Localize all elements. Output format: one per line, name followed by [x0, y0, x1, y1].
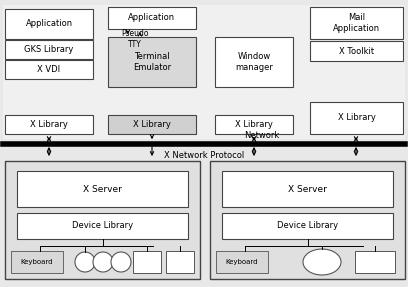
Text: X Library: X Library — [30, 120, 68, 129]
Text: Keyboard: Keyboard — [226, 259, 258, 265]
Bar — [3, 5, 405, 139]
Circle shape — [93, 252, 113, 272]
Circle shape — [75, 252, 95, 272]
Text: GKS Library: GKS Library — [24, 45, 74, 54]
Bar — [215, 37, 293, 87]
Bar — [222, 213, 393, 239]
Text: X Network Protocol: X Network Protocol — [164, 150, 244, 160]
Text: X Toolkit: X Toolkit — [339, 46, 374, 55]
Bar — [215, 115, 293, 134]
Bar — [222, 171, 393, 207]
Bar — [108, 115, 196, 134]
Ellipse shape — [303, 249, 341, 275]
Bar — [5, 115, 93, 134]
Text: X Library: X Library — [133, 120, 171, 129]
Bar — [108, 37, 196, 87]
Text: Device Library: Device Library — [72, 222, 133, 230]
Text: Terminal
Emulator: Terminal Emulator — [133, 52, 171, 72]
Text: Mail
Application: Mail Application — [333, 13, 380, 33]
Text: X VDI: X VDI — [38, 65, 60, 74]
Bar — [310, 102, 403, 134]
Text: X Library: X Library — [337, 113, 375, 123]
Bar — [5, 40, 93, 59]
Bar — [355, 251, 395, 273]
Text: X Server: X Server — [288, 185, 327, 193]
Text: Device Library: Device Library — [277, 222, 338, 230]
Text: Window
manager: Window manager — [235, 52, 273, 72]
Bar — [133, 251, 161, 273]
Text: Network: Network — [244, 131, 279, 141]
Text: X Server: X Server — [83, 185, 122, 193]
Bar — [210, 161, 405, 279]
Bar — [11, 251, 63, 273]
Bar — [166, 251, 194, 273]
Bar — [108, 7, 196, 29]
Bar — [310, 41, 403, 61]
Text: Pseudo
TTY: Pseudo TTY — [121, 29, 149, 49]
Bar — [216, 251, 268, 273]
Bar — [17, 171, 188, 207]
Bar — [5, 9, 93, 39]
Text: Application: Application — [129, 13, 175, 22]
Text: Application: Application — [25, 20, 73, 28]
Bar — [17, 213, 188, 239]
Bar — [310, 7, 403, 39]
Text: Keyboard: Keyboard — [21, 259, 53, 265]
Text: X Library: X Library — [235, 120, 273, 129]
Circle shape — [111, 252, 131, 272]
Bar — [5, 161, 200, 279]
Bar — [5, 60, 93, 79]
